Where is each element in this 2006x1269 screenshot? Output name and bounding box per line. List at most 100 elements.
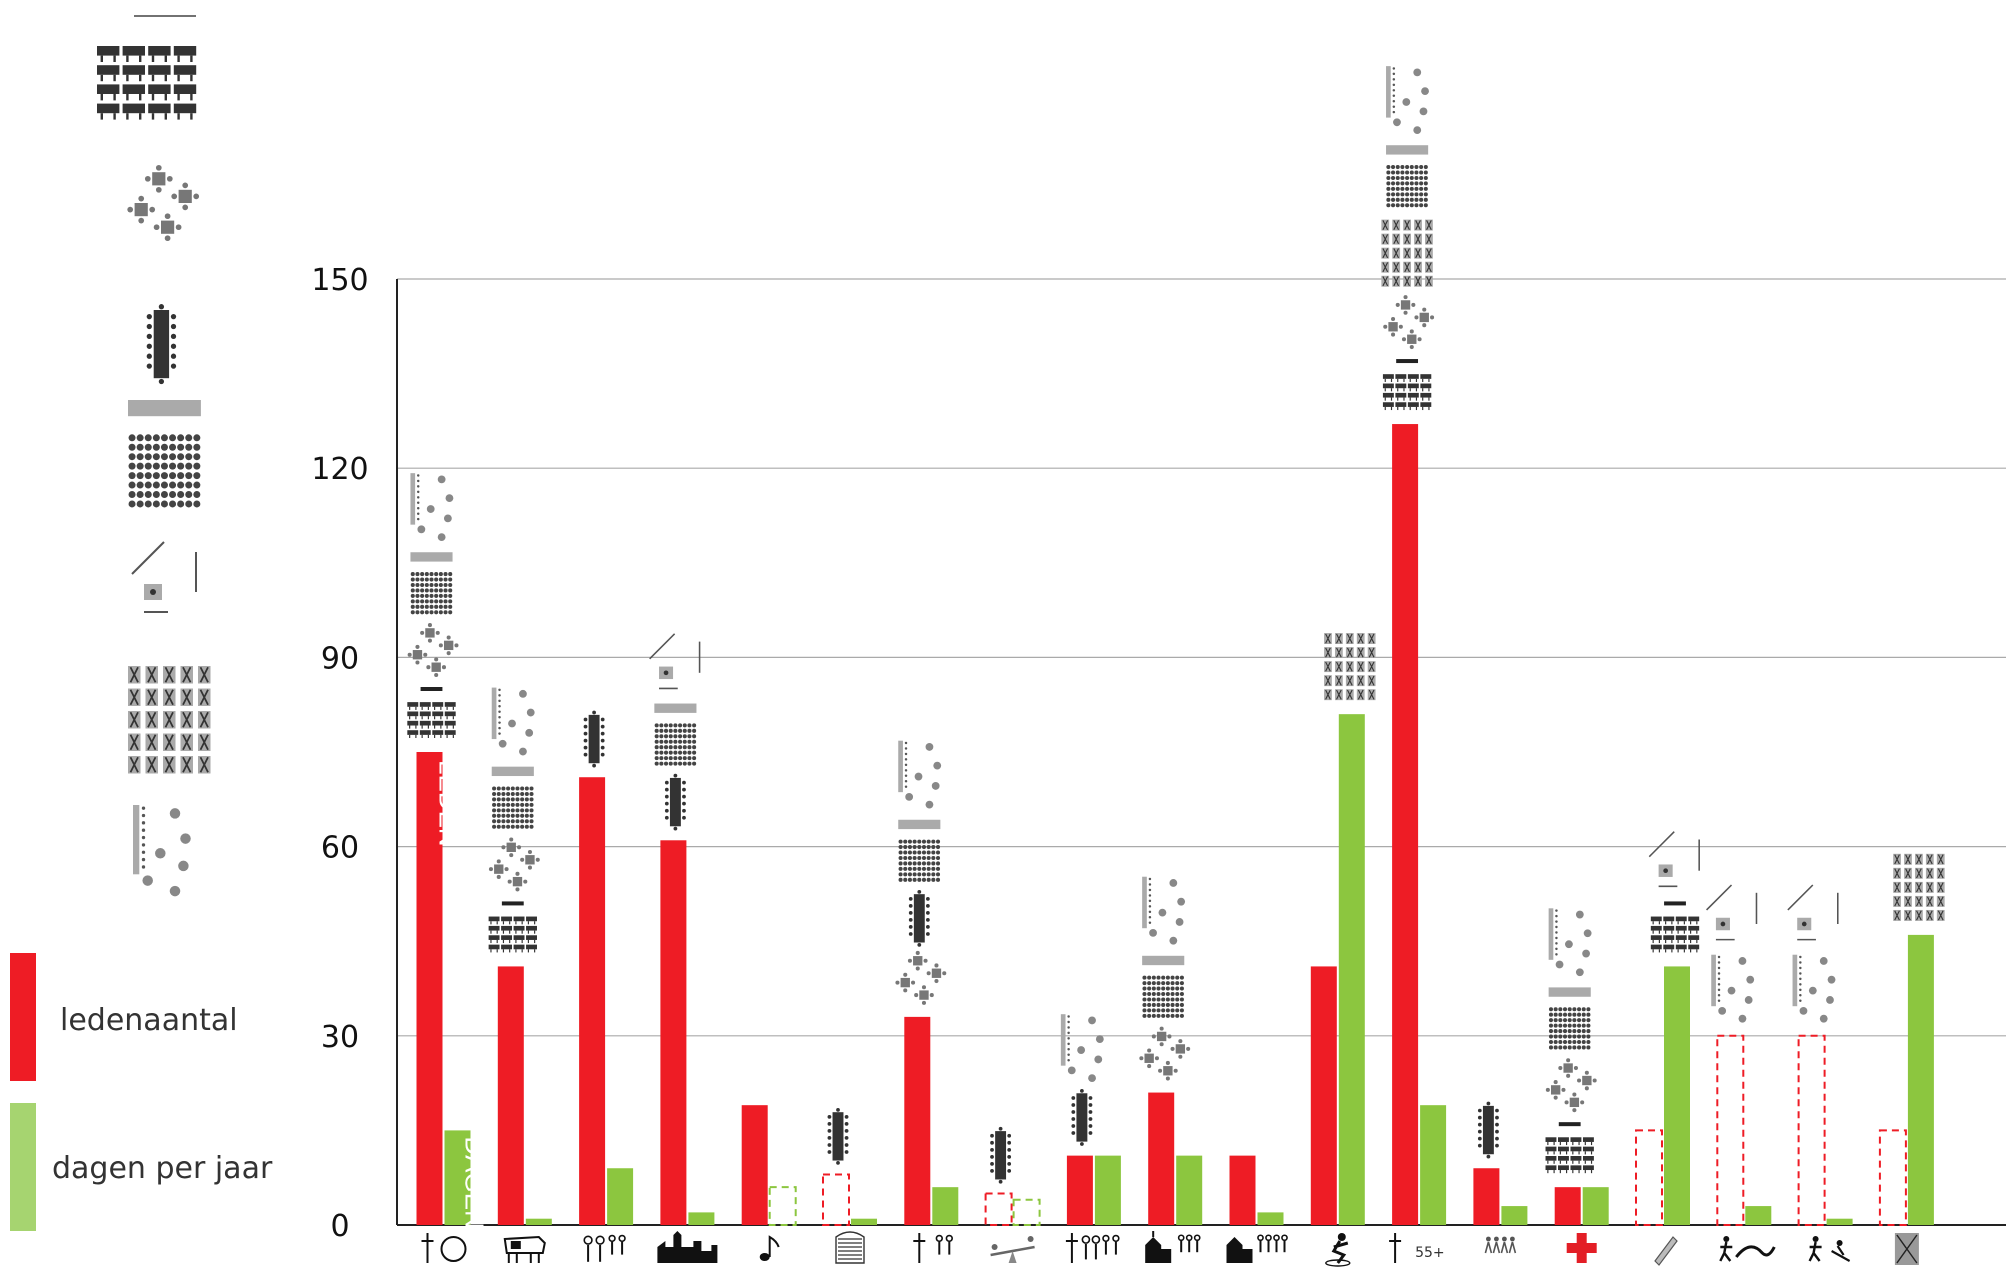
seating-icons-above-bars [406, 66, 1946, 1184]
dance-floor-icon [1792, 954, 1836, 1023]
boardroom-table-icon [664, 773, 686, 831]
y-tick-label: 150 [311, 263, 368, 298]
bar-dagen-per-jaar [768, 1186, 797, 1227]
stage-icon [420, 687, 443, 691]
red-cross-icon [1566, 1233, 1597, 1263]
dance-floor-icon [1548, 908, 1592, 977]
bar-inner-label-leden: LEDEN [434, 760, 464, 847]
seating-legend [95, 15, 212, 897]
family-icon [583, 1234, 626, 1262]
stage-icon [1396, 359, 1419, 364]
bar-dagen-per-jaar [1582, 1187, 1609, 1225]
legend-cabaret-tables-icon [127, 164, 200, 242]
theatre-rows-icon [488, 915, 538, 954]
stage-icon [1558, 1122, 1581, 1127]
cow-icon [503, 1235, 546, 1263]
cabaret-tables-icon [1383, 295, 1435, 350]
bar-ledenaantal [1878, 1129, 1907, 1227]
framed-figure-icon [1894, 1233, 1919, 1265]
standing-crowd-icon [898, 819, 941, 882]
church-and-group-icon [1226, 1234, 1288, 1263]
bar-dagen-per-jaar [1176, 1155, 1203, 1225]
bar-dagen-per-jaar [525, 1218, 552, 1225]
stage-and-table-icon [1705, 884, 1758, 941]
boardroom-table-icon [908, 889, 930, 947]
standing-crowd-icon [1548, 987, 1591, 1050]
dance-floor-icon [1711, 954, 1755, 1023]
legend-label-ledenaantal: ledenaantal [60, 1003, 238, 1038]
bar-ledenaantal [1797, 1034, 1826, 1227]
seated-audience-icon [1380, 219, 1434, 288]
dance-floor-icon [491, 687, 535, 756]
cabaret-tables-icon [407, 623, 459, 678]
cross-and-family-icon [1065, 1233, 1120, 1263]
standing-crowd-icon [491, 766, 534, 829]
bar-ledenaantal [1392, 424, 1419, 1225]
standing-crowd-icon [410, 552, 453, 615]
theatre-rows-icon [1382, 373, 1432, 411]
grid-lines [396, 278, 2006, 1226]
church-and-family-icon [1145, 1231, 1201, 1263]
boardroom-table-icon [583, 710, 605, 768]
dance-floor-icon [898, 740, 942, 809]
cross-55plus-icon: 55+ [1389, 1233, 1445, 1263]
standing-crowd-icon [1142, 955, 1185, 1018]
cross-and-ball-icon [421, 1233, 467, 1263]
bar-dagen-per-jaar [1012, 1198, 1041, 1226]
cabaret-tables-icon [488, 837, 540, 892]
y-tick-label: 30 [321, 1020, 359, 1055]
music-note-icon [759, 1235, 780, 1261]
boardroom-table-icon [1071, 1089, 1093, 1146]
bar-ledenaantal [497, 966, 524, 1225]
seated-audience-icon [1323, 632, 1377, 701]
bar-ledenaantal [1716, 1034, 1745, 1227]
cabaret-tables-icon [1545, 1058, 1597, 1113]
bar-dagen-per-jaar [1094, 1155, 1121, 1225]
theatre-rows-icon [1650, 915, 1700, 954]
bar-dagen-per-jaar [444, 1130, 471, 1225]
bar-dagen-per-jaar [1826, 1218, 1853, 1225]
bar-dagen-per-jaar [1420, 1105, 1447, 1225]
seesaw-icon [990, 1236, 1035, 1263]
seated-audience-icon [1892, 853, 1946, 922]
bar-dagen-per-jaar [932, 1187, 959, 1225]
bar-ledenaantal [1554, 1187, 1581, 1225]
bar-dagen-per-jaar [1501, 1206, 1528, 1225]
cabaret-tables-icon [895, 950, 947, 1005]
boardroom-table-icon [990, 1126, 1012, 1184]
legend-dance-floor-icon [133, 805, 191, 897]
bar-ledenaantal [1066, 1155, 1093, 1225]
legend-boardroom-table-icon [146, 304, 177, 385]
bar-ledenaantal [741, 1105, 768, 1225]
cross-and-couple-icon [913, 1233, 953, 1263]
bar-ledenaantal [1635, 1129, 1663, 1227]
standing-crowd-icon [1386, 145, 1429, 208]
bar-ledenaantal [822, 1173, 850, 1226]
dance-floor-icon [1142, 876, 1186, 945]
bar-dagen-per-jaar [607, 1168, 634, 1225]
standing-crowd-icon [654, 703, 697, 766]
stage-and-table-icon [648, 633, 701, 690]
stage-icon [1664, 901, 1686, 906]
dance-floor-icon [1386, 66, 1429, 134]
y-tick-label: 0 [330, 1209, 349, 1244]
bar-ledenaantal [1310, 966, 1337, 1225]
legend-swatch-ledenaantal [10, 953, 36, 1081]
theatre-rows-icon [406, 701, 457, 739]
village-skyline-icon [657, 1231, 718, 1263]
bar-dagen-per-jaar [1257, 1212, 1284, 1225]
stage-and-table-icon [1787, 884, 1839, 941]
y-axis-ticks: 0 30 60 90 120 150 [311, 263, 368, 1244]
legend-label-dagen-per-jaar: dagen per jaar [52, 1151, 273, 1186]
boardroom-table-icon [1477, 1101, 1499, 1159]
bars: LEDEN DAGEN [416, 424, 1934, 1229]
bar-dagen-per-jaar [1745, 1206, 1772, 1225]
legend-stage-and-table-icon [131, 541, 197, 613]
bar-ledenaantal [984, 1192, 1013, 1227]
bar-ledenaantal [579, 777, 606, 1225]
bar-ledenaantal [1229, 1155, 1256, 1225]
cabaret-tables-icon [1139, 1026, 1191, 1081]
bar-ledenaantal [416, 752, 443, 1225]
y-tick-label: 60 [321, 831, 359, 866]
